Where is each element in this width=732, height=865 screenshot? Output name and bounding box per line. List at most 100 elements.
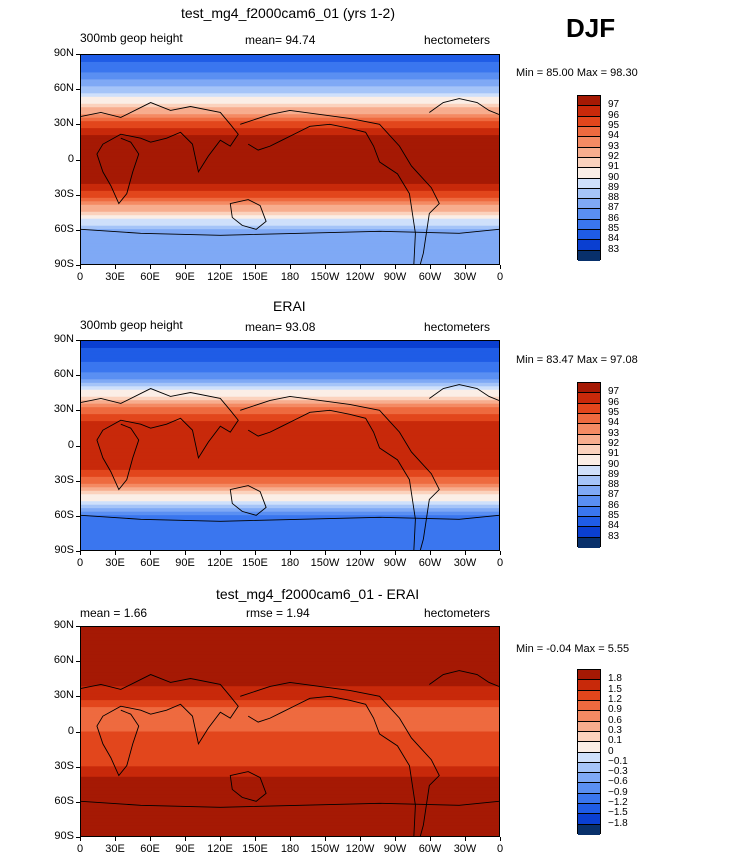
x-tick [430, 551, 431, 555]
field-band [81, 407, 499, 412]
y-tick [76, 124, 80, 126]
x-tick-label: 30E [105, 557, 125, 569]
x-tick [220, 265, 221, 269]
field-band [81, 766, 499, 771]
field-band [81, 731, 499, 736]
x-tick-label: 120E [207, 843, 233, 855]
colorbar-label: 94 [608, 417, 620, 429]
field-band [81, 152, 499, 157]
y-tick-label: 30N [53, 403, 74, 416]
coastline [240, 682, 440, 836]
field-band [81, 424, 499, 429]
field-band [81, 508, 499, 513]
field-band [81, 640, 499, 646]
field-band [81, 637, 499, 642]
field-band [81, 365, 499, 370]
x-tick [185, 265, 186, 269]
x-tick-label: 0 [76, 271, 84, 283]
panel-title: ERAI [273, 298, 306, 314]
colorbar-swatch [578, 403, 600, 414]
y-tick-label: 60S [54, 794, 74, 807]
field-band [81, 417, 499, 422]
x-tick-label: 180 [280, 557, 300, 569]
colorbar-swatch [578, 517, 600, 528]
field-band [81, 72, 499, 77]
map-plot [80, 54, 500, 265]
y-tick [76, 731, 80, 733]
colorbar-swatch [578, 783, 600, 794]
field-band [81, 246, 499, 251]
x-tick [500, 551, 501, 555]
x-tick-label: 90E [175, 557, 195, 569]
colorbar-label: 97 [608, 386, 620, 398]
y-tick-label: 60N [53, 82, 74, 95]
minmax-label: Min = -0.04 Max = 5.55 [516, 643, 630, 655]
colorbar-label: 87 [608, 202, 620, 214]
y-tick [76, 194, 80, 196]
field-band [81, 176, 499, 181]
field-band [81, 703, 499, 708]
field-band [81, 808, 499, 813]
field-band [81, 483, 499, 488]
field-band [81, 61, 499, 67]
x-tick-label: 90E [175, 271, 195, 283]
field-band [81, 487, 499, 492]
colorbar-label: 1.8 [608, 673, 622, 685]
y-tick [76, 410, 80, 412]
colorbar-label: −0.3 [608, 766, 628, 778]
field-band [81, 162, 499, 168]
colorbar-swatch [578, 383, 600, 394]
y-tick-label: 0 [67, 724, 74, 737]
colorbar-label: 1.5 [608, 683, 622, 695]
field-band [81, 469, 499, 474]
field-band [81, 811, 499, 816]
y-tick-label: 30N [53, 689, 74, 702]
field-band [81, 532, 499, 537]
y-tick [76, 626, 80, 627]
colorbar-swatch [578, 814, 600, 825]
field-band [81, 389, 499, 394]
field-band [81, 218, 499, 223]
field-band [81, 341, 499, 346]
field-band [81, 734, 499, 740]
field-band [81, 448, 499, 454]
panel-title: test_mg4_f2000cam6_01 (yrs 1-2) [181, 5, 395, 21]
field-band [81, 783, 499, 788]
field-band [81, 515, 499, 520]
colorbar-label: 91 [608, 448, 620, 460]
coastline [81, 102, 239, 205]
field-band [81, 96, 499, 101]
field-band [81, 822, 499, 827]
field-band [81, 724, 499, 729]
x-tick [360, 837, 361, 841]
x-tick-label: 90W [383, 271, 407, 283]
coastline [81, 800, 499, 808]
field-band [81, 82, 499, 87]
colorbar-swatch [578, 742, 600, 753]
colorbar-swatch [578, 711, 600, 722]
y-tick [76, 445, 80, 447]
field-band [81, 630, 499, 635]
y-tick-label: 0 [67, 438, 74, 451]
field-band [81, 142, 499, 147]
field-band [81, 361, 499, 366]
colorbar-label: 91 [608, 161, 620, 173]
field-band [81, 721, 499, 726]
field-band [81, 818, 499, 823]
y-tick-label: 60S [54, 222, 74, 235]
x-tick-label: 60E [140, 271, 160, 283]
colorbar-label: −0.1 [608, 755, 628, 767]
field-band [81, 769, 499, 774]
colorbar-label: 88 [608, 479, 620, 491]
map-plot [80, 626, 500, 837]
y-tick [76, 661, 80, 663]
colorbar-label: 86 [608, 212, 620, 224]
y-tick-label: 90S [54, 544, 74, 556]
field-band [81, 386, 499, 391]
y-tick [76, 837, 80, 838]
field-band [81, 55, 499, 60]
x-tick-label: 150E [242, 843, 268, 855]
field-band [81, 236, 499, 241]
colorbar-label: 95 [608, 406, 620, 418]
field-band [81, 672, 499, 677]
